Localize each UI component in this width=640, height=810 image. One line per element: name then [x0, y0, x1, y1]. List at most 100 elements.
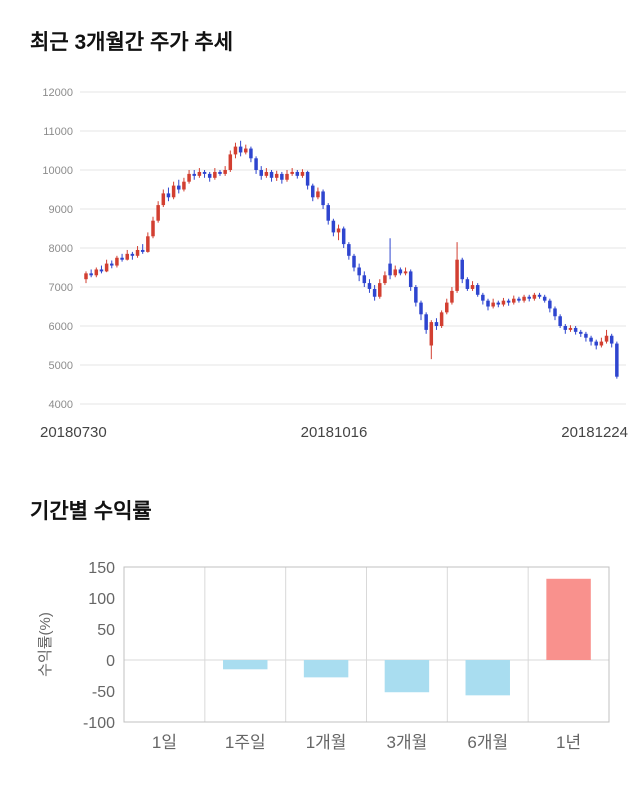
candle-body: [470, 285, 475, 289]
candle-body: [434, 322, 439, 326]
candle-body: [573, 327, 578, 332]
candle-body: [161, 193, 166, 206]
candle-body: [398, 269, 403, 274]
x-axis-category-label: 3개월: [387, 733, 428, 752]
candle-body: [300, 171, 305, 176]
candle-body: [125, 253, 129, 260]
return-bar: [546, 578, 591, 660]
candle-body: [341, 228, 346, 245]
return-bar: [384, 660, 430, 693]
y-axis-tick-label: 5000: [49, 360, 73, 372]
candle-body: [542, 296, 547, 301]
candle-body: [156, 205, 160, 221]
candle-body: [429, 322, 434, 346]
candle-body: [326, 205, 330, 221]
candle-body: [584, 333, 588, 338]
candle-body: [84, 273, 88, 280]
candle-body: [579, 331, 583, 334]
plot-border: [123, 566, 610, 723]
candle-body: [532, 294, 537, 299]
candle-body: [548, 300, 552, 309]
candle-body: [604, 335, 609, 342]
y-axis-tick-label: 6000: [49, 321, 73, 333]
candle-body: [218, 171, 222, 174]
candle-body: [475, 285, 480, 295]
x-axis-category-label: 1개월: [306, 733, 347, 752]
candle-body: [244, 148, 248, 153]
candle-body: [130, 253, 135, 256]
candle-body: [388, 263, 392, 276]
candle-body: [615, 343, 619, 377]
return-bar: [465, 660, 510, 696]
candle-body: [233, 146, 238, 155]
candle-body: [609, 335, 614, 344]
candle-body: [269, 171, 274, 178]
candle-body: [517, 298, 521, 301]
candle-body: [481, 294, 485, 301]
candle-body: [223, 170, 227, 174]
candle-body: [372, 288, 377, 297]
candle-body: [408, 271, 413, 287]
candle-body: [568, 327, 573, 330]
y-axis-tick-label: 0: [106, 653, 115, 670]
candle-body: [140, 249, 145, 252]
candle-body: [254, 158, 258, 170]
x-axis-category-label: 1일: [152, 733, 177, 752]
candle-body: [115, 257, 119, 266]
candle-body: [378, 283, 382, 297]
x-axis-category-label: 1년: [556, 733, 581, 752]
x-axis-category-label: 1주일: [225, 733, 266, 752]
candle-body: [192, 173, 196, 176]
candle-body: [213, 171, 217, 178]
candle-body: [496, 302, 501, 305]
y-axis-tick-label: 7000: [49, 282, 73, 294]
candle-body: [110, 263, 114, 266]
candle-body: [274, 173, 279, 178]
x-axis-date-label-middle: 20181016: [300, 424, 368, 441]
candle-body: [599, 341, 604, 346]
candle-body: [89, 273, 93, 276]
candle-body: [589, 337, 593, 342]
candle-body: [249, 148, 253, 159]
candle-body: [491, 302, 495, 307]
candle-body: [439, 312, 444, 326]
candle-body: [403, 271, 408, 274]
bar-plot: 150 100 50 0 -50 -100 1일 1주일 1개월 3개월 6개월 1년 수익률(%): [37, 560, 610, 752]
candle-body: [594, 341, 598, 346]
candle-body: [383, 275, 387, 284]
candle-body: [455, 259, 459, 291]
candle-body: [352, 255, 356, 268]
candle-body: [177, 185, 181, 190]
candle-body: [512, 298, 516, 303]
returns-bar-chart: 150 100 50 0 -50 -100 1일 1주일 1개월 3개월 6개월 1년 수익률(%): [34, 559, 614, 769]
candle-body: [280, 173, 284, 180]
candle-body: [166, 193, 171, 198]
y-axis-tick-label: 10000: [42, 165, 73, 177]
candle-body: [290, 171, 294, 174]
y-axis-tick-label: -100: [83, 715, 115, 732]
price-trend-title: 최근 3개월간 주가 추세: [30, 31, 234, 54]
candle-body: [367, 283, 372, 289]
price-candlestick-chart: 12000 11000 10000 9000 8000 7000 6000 5000 4000 …: [30, 82, 630, 441]
candle-body: [527, 296, 531, 299]
candle-body: [146, 236, 150, 252]
y-axis-tick-label: 9000: [49, 204, 73, 216]
candle-body: [414, 287, 418, 303]
y-axis-title: 수익률(%): [37, 612, 54, 677]
candle-body: [264, 171, 269, 176]
candle-body: [465, 279, 470, 289]
candle-body: [321, 191, 325, 206]
candle-body: [357, 267, 361, 276]
candle-body: [187, 173, 191, 182]
candle-body: [553, 308, 557, 317]
candle-body: [171, 185, 176, 198]
candle-body: [120, 257, 124, 260]
candle-body: [445, 302, 449, 313]
candle-body: [104, 263, 109, 272]
candle-body: [393, 269, 397, 276]
candle-body: [207, 173, 212, 178]
candle-body: [336, 228, 341, 233]
candle-body: [537, 294, 542, 297]
candle-body: [419, 302, 423, 315]
